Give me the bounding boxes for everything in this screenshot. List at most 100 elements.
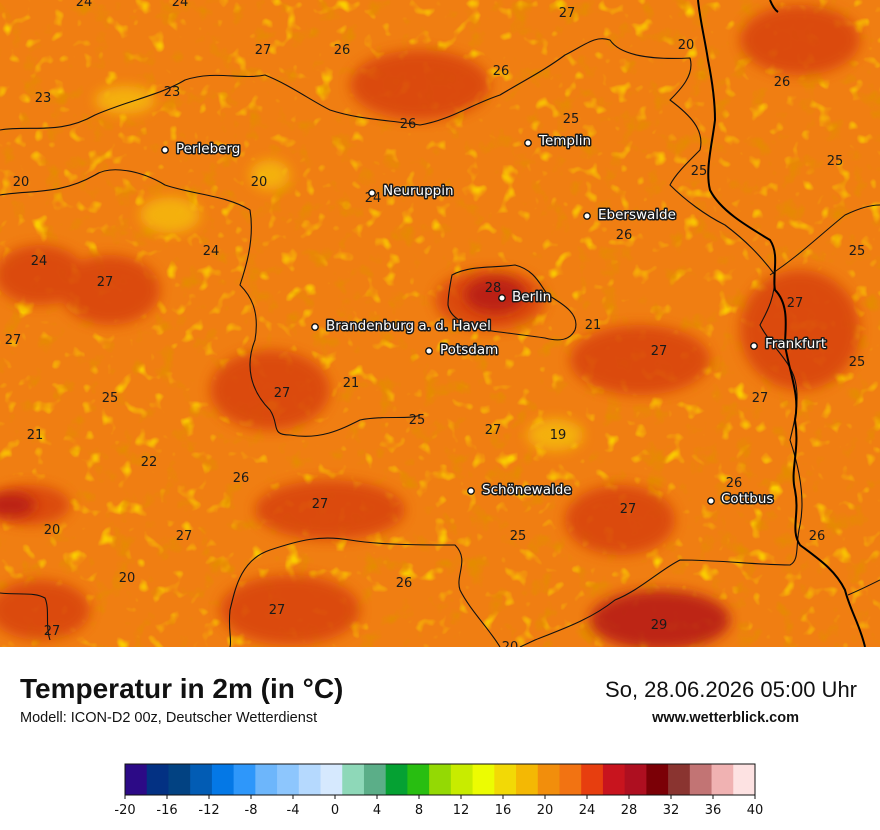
svg-text:Eberswalde: Eberswalde	[598, 207, 676, 223]
scale-bin	[450, 764, 473, 795]
map-value-label: 20	[119, 571, 136, 586]
scale-bin	[233, 764, 256, 795]
scale-tick-label: -12	[198, 803, 219, 818]
scale-bin	[407, 764, 430, 795]
scale-bin	[298, 764, 321, 795]
scale-tick-label: 20	[537, 803, 554, 818]
map-value-label: 20	[251, 175, 268, 190]
scale-tick-label: 40	[747, 803, 764, 818]
map-value-label: 27	[752, 391, 769, 406]
scale-bin	[168, 764, 191, 795]
scale-bin	[211, 764, 235, 795]
scale-tick-label: 4	[373, 803, 381, 818]
brandenburg-border	[0, 38, 803, 647]
value-labels: 24 24 27 27 26 20 26 23 23 26 26 25 25 2…	[5, 0, 866, 647]
city-neuruppin: Neuruppin	[368, 182, 455, 201]
website-link[interactable]: www.wetterblick.com	[652, 710, 799, 726]
city-perleberg: Perleberg	[161, 140, 242, 159]
city-dot-icon	[311, 323, 319, 331]
map-value-label: 27	[787, 296, 804, 311]
map-title: Temperatur in 2m (in °C)	[20, 673, 344, 704]
scale-bin	[668, 764, 691, 795]
svg-text:Neuruppin: Neuruppin	[383, 183, 454, 199]
map-value-label: 20	[502, 640, 519, 647]
map-value-label: 24	[203, 244, 220, 259]
scale-frame	[124, 763, 756, 796]
scale-bin	[646, 764, 669, 795]
city-dot-icon	[161, 146, 169, 154]
map-value-label: 27	[176, 529, 193, 544]
scale-tick-label: 36	[705, 803, 722, 818]
city-templin: Templin	[524, 132, 593, 151]
map-value-label: 26	[493, 64, 510, 79]
map-value-label: 27	[269, 603, 286, 618]
map-value-label: 29	[651, 618, 668, 633]
map-value-label: 26	[233, 471, 250, 486]
svg-text:Frankfurt: Frankfurt	[765, 336, 826, 352]
scale-bin	[277, 764, 300, 795]
map-value-label: 25	[409, 413, 426, 428]
scale-bin	[385, 764, 408, 795]
map-value-label: 27	[274, 386, 291, 401]
map-value-label: 27	[651, 344, 668, 359]
map-value-label: 27	[44, 624, 61, 639]
city-cottbus: Cottbus	[707, 490, 775, 509]
svg-text:Berlin: Berlin	[512, 289, 551, 305]
scale-bin	[472, 764, 495, 795]
map-value-label: 23	[35, 91, 52, 106]
forecast-datetime: So, 28.06.2026 05:00 Uhr	[605, 677, 857, 702]
map-value-label: 24	[76, 0, 93, 10]
map-value-label: 23	[164, 85, 181, 100]
map-value-label: 26	[334, 43, 351, 58]
svg-text:Perleberg: Perleberg	[176, 141, 240, 157]
berlin-border	[447, 264, 577, 341]
scale-bin	[494, 764, 517, 795]
map-value-label: 27	[97, 275, 114, 290]
map-value-label: 27	[5, 333, 22, 348]
scale-tick-label: -20	[114, 803, 135, 818]
city-dot-icon	[498, 294, 506, 302]
city-dot-icon	[467, 487, 475, 495]
city-brandenburg: Brandenburg a. d. Havel	[311, 317, 492, 336]
map-value-label: 24	[172, 0, 189, 10]
scale-tick-label: 32	[663, 803, 680, 818]
map-value-label: 26	[809, 529, 826, 544]
svg-text:Templin: Templin	[538, 133, 591, 149]
map-value-label: 21	[585, 318, 602, 333]
scale-bin	[516, 764, 539, 795]
map-value-label: 26	[396, 576, 413, 591]
scale-tick-label: -4	[287, 803, 300, 818]
scale-bin	[125, 764, 148, 795]
scale-tick-label: 8	[415, 803, 423, 818]
scale-bin	[363, 764, 387, 795]
scale-bin	[146, 764, 169, 795]
west-border	[0, 169, 421, 437]
map-value-label: 25	[691, 164, 708, 179]
city-dot-icon	[750, 342, 758, 350]
scale-bin	[711, 764, 734, 795]
scale-bin	[190, 764, 213, 795]
city-dot-icon	[368, 189, 376, 197]
scale-bin	[733, 764, 756, 795]
map-value-label: 26	[774, 75, 791, 90]
svg-text:Schönewalde: Schönewalde	[482, 482, 572, 498]
map-value-label: 25	[849, 244, 866, 259]
map-value-label: 21	[343, 376, 360, 391]
map-value-label: 20	[44, 523, 61, 538]
scale-bin	[559, 764, 582, 795]
scale-bin	[342, 764, 365, 795]
map-value-label: 20	[678, 38, 695, 53]
map-value-label: 25	[849, 355, 866, 370]
city-dot-icon	[425, 347, 433, 355]
city-frankfurt: Frankfurt	[750, 335, 828, 354]
city-markers: Perleberg Templin Neuruppin Eberswalde B…	[161, 132, 828, 509]
city-dot-icon	[524, 139, 532, 147]
temperature-map: 24 24 27 27 26 20 26 23 23 26 26 25 25 2…	[0, 0, 880, 647]
warm-zones	[0, 5, 860, 645]
city-dot-icon	[583, 212, 591, 220]
color-scale: -20 -16 -12 -8 -4 0 4 8 12 16 20 24 28 32 36 40	[114, 763, 764, 818]
map-value-label: 27	[559, 6, 576, 21]
scale-tick-label: 12	[453, 803, 470, 818]
city-schoenewalde: Schönewalde	[467, 481, 573, 500]
scale-bin	[689, 764, 712, 795]
